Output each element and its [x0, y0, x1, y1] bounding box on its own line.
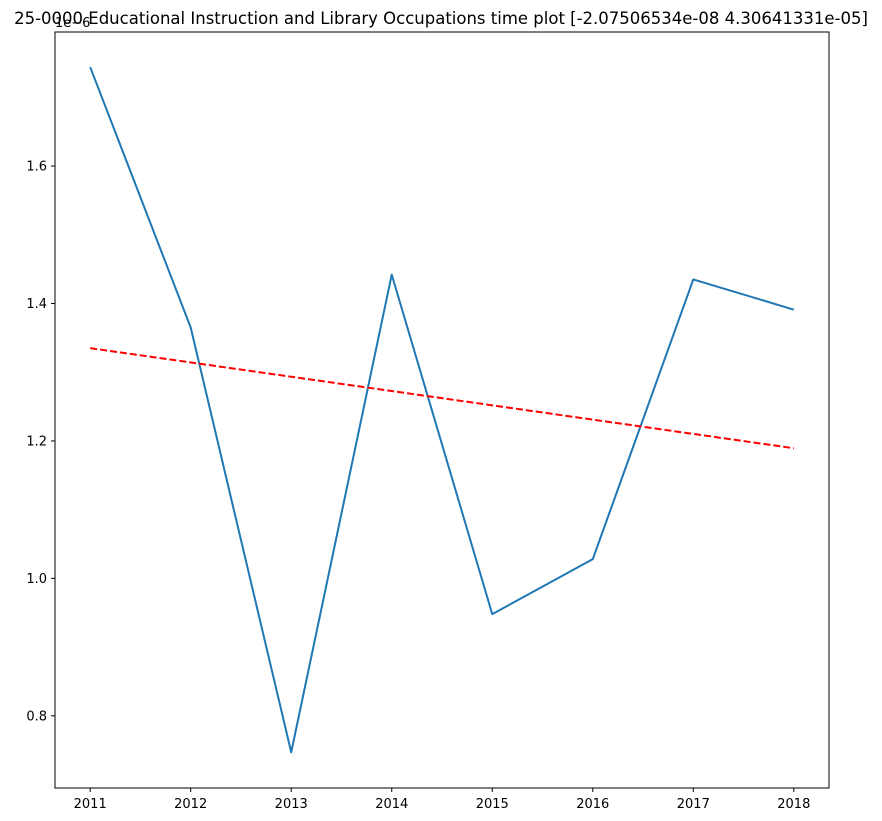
data-point-observed-2017: [692, 278, 694, 280]
x-tick-label-2011: 2011: [74, 797, 107, 812]
data-point-trend-2011: [89, 347, 91, 349]
data-point-observed-2015: [491, 613, 493, 615]
y-tick-label-1.2: 1.2: [26, 434, 47, 449]
data-point-trend-2012: [190, 361, 192, 363]
x-tick-label-2012: 2012: [174, 797, 207, 812]
data-point-trend-2013: [290, 376, 292, 378]
y-tick-label-1.0: 1.0: [26, 572, 47, 587]
x-tick-label-2018: 2018: [777, 797, 810, 812]
chart-title: 25-0000 Educational Instruction and Libr…: [14, 9, 868, 28]
data-point-trend-2018: [793, 447, 795, 449]
x-tick-label-2016: 2016: [576, 797, 609, 812]
data-point-observed-2012: [190, 327, 192, 329]
y-tick-label-1.6: 1.6: [26, 160, 47, 175]
data-point-observed-2011: [89, 66, 91, 68]
y-offset-label: 1e−6: [55, 16, 90, 31]
x-tick-label-2013: 2013: [275, 797, 308, 812]
x-tick-label-2015: 2015: [476, 797, 509, 812]
data-point-observed-2014: [391, 274, 393, 276]
data-point-observed-2018: [793, 309, 795, 311]
data-point-observed-2013: [290, 751, 292, 753]
data-point-trend-2015: [491, 404, 493, 406]
y-tick-label-0.8: 0.8: [26, 709, 47, 724]
x-tick-label-2017: 2017: [677, 797, 710, 812]
y-tick-label-1.4: 1.4: [26, 297, 47, 312]
data-point-trend-2014: [391, 390, 393, 392]
data-point-trend-2017: [692, 433, 694, 435]
x-tick-label-2014: 2014: [375, 797, 408, 812]
data-point-trend-2016: [592, 419, 594, 421]
data-point-observed-2016: [592, 558, 594, 560]
